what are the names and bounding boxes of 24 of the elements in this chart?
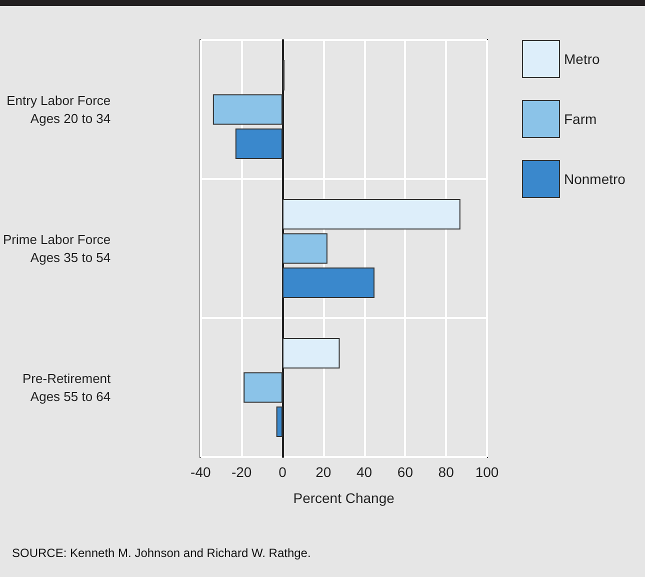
x-tick-label: 100 <box>475 464 499 480</box>
x-tick-label: 80 <box>438 464 454 480</box>
text: Farm <box>564 111 597 127</box>
text: Nonmetro <box>564 171 626 187</box>
bar <box>282 198 460 230</box>
x-tick-label: 60 <box>397 464 414 480</box>
x-tick-label: 0 <box>278 464 287 480</box>
y-tick-label: Pre-Retirement Ages 55 to 64 <box>22 371 112 404</box>
bar <box>212 94 282 125</box>
y-tick-label: Entry Labor Force Ages 20 to 34 <box>6 93 111 126</box>
text: Metro <box>564 51 600 67</box>
x-tick-label: -20 <box>231 464 252 480</box>
x-axis-title: Percent Change <box>293 490 395 506</box>
x-tick-label: 20 <box>316 464 332 480</box>
bar <box>282 267 375 298</box>
x-tick-label: 40 <box>356 464 372 480</box>
bar <box>282 338 340 369</box>
y-tick-label: Prime Labor Force Ages 35 to 54 <box>2 232 111 265</box>
x-tick-label: -40 <box>190 464 211 480</box>
bar <box>276 406 282 438</box>
bar <box>235 128 282 160</box>
bar <box>282 233 328 264</box>
source-note: SOURCE: Kenneth M. Johnson and Richard W. Rathge. <box>12 546 311 560</box>
bar <box>244 372 282 403</box>
